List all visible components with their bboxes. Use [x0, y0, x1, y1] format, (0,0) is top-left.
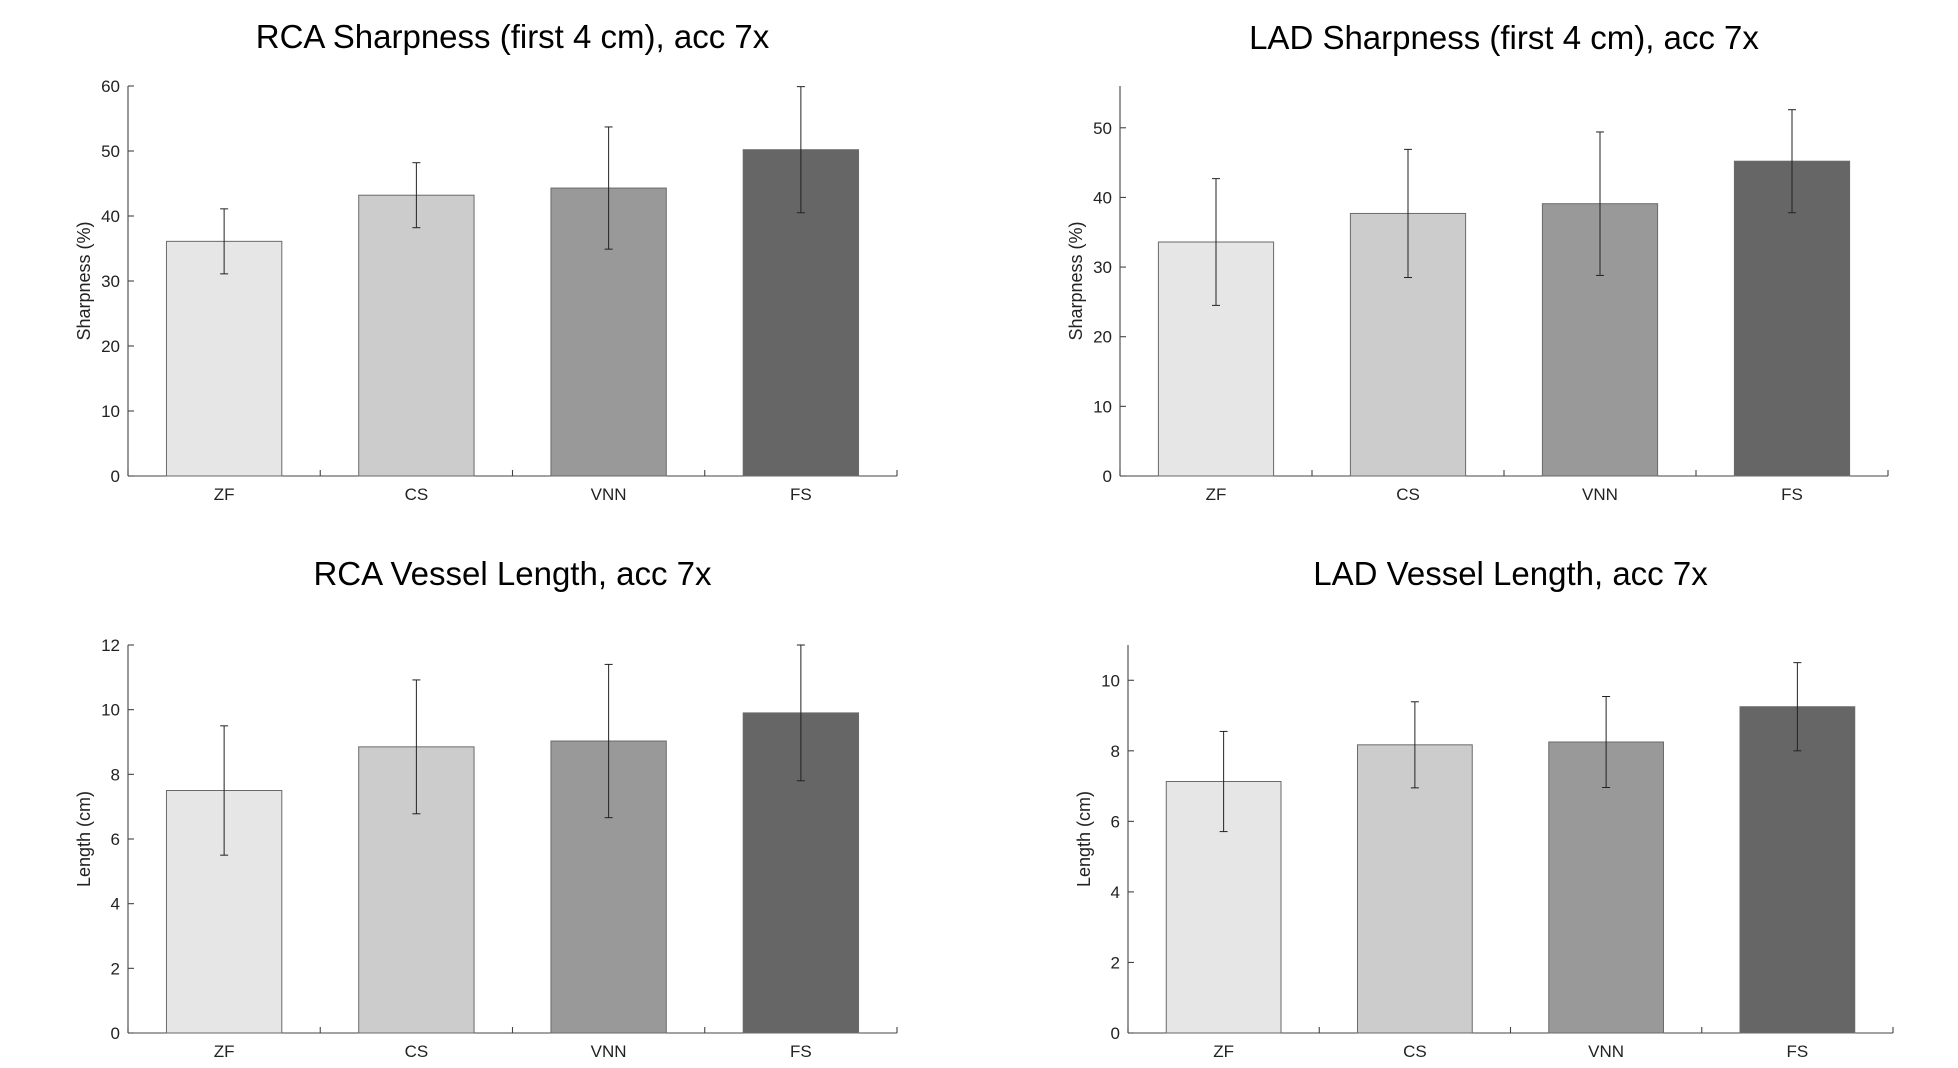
- chart-title: RCA Vessel Length, acc 7x: [313, 555, 712, 592]
- bar-fs: [1733, 160, 1851, 477]
- x-tick-label: ZF: [214, 1042, 235, 1061]
- bar-zf: [165, 240, 283, 477]
- x-tick-label: FS: [1787, 1042, 1809, 1061]
- y-tick-label: 0: [111, 467, 120, 486]
- y-tick-label: 6: [111, 830, 120, 849]
- y-tick-label: 10: [101, 701, 120, 720]
- y-axis-label: Length (cm): [74, 791, 94, 887]
- y-tick-label: 10: [1101, 671, 1120, 690]
- chart-panel-2: LAD Sharpness (first 4 cm), acc 7x Sharpn…: [1066, 19, 1889, 504]
- x-tick-label: VNN: [591, 1042, 627, 1061]
- chart-panel-1: RCA Sharpness (first 4 cm), acc 7x Sharpn…: [74, 18, 898, 504]
- chart-panel-4: LAD Vessel Length, acc 7x Length (cm) 0 2 4 6…: [1074, 555, 1894, 1061]
- y-tick-label: 8: [111, 765, 120, 784]
- x-tick-label: ZF: [1213, 1042, 1234, 1061]
- y-tick-label: 40: [1093, 188, 1112, 207]
- y-tick-label: 30: [1093, 258, 1112, 277]
- y-tick-label: 50: [1093, 119, 1112, 138]
- y-tick-label: 30: [101, 272, 120, 291]
- y-axis-label: Sharpness (%): [74, 221, 94, 340]
- y-axis-label: Length (cm): [1074, 791, 1094, 887]
- bar-vnn: [1548, 741, 1664, 1034]
- y-tick-label: 10: [101, 402, 120, 421]
- x-tick-label: FS: [1781, 485, 1803, 504]
- y-tick-label: 12: [101, 636, 120, 655]
- chart-panel-3: RCA Vessel Length, acc 7x Length (cm) 0 2 4 6…: [74, 555, 898, 1061]
- chart-title: LAD Vessel Length, acc 7x: [1313, 555, 1708, 592]
- x-tick-label: CS: [1396, 485, 1420, 504]
- x-tick-label: CS: [1403, 1042, 1427, 1061]
- x-tick-label: CS: [405, 1042, 429, 1061]
- y-tick-label: 40: [101, 207, 120, 226]
- x-tick-label: VNN: [1582, 485, 1618, 504]
- y-tick-label: 60: [101, 77, 120, 96]
- bar-cs: [1357, 744, 1473, 1034]
- y-tick-label: 8: [1111, 742, 1120, 761]
- y-tick-label: 0: [111, 1024, 120, 1043]
- y-tick-label: 4: [1111, 883, 1120, 902]
- y-tick-label: 20: [101, 337, 120, 356]
- y-tick-label: 2: [111, 959, 120, 978]
- x-tick-label: CS: [405, 485, 429, 504]
- y-tick-label: 10: [1093, 397, 1112, 416]
- chart-title: RCA Sharpness (first 4 cm), acc 7x: [256, 18, 770, 55]
- x-tick-label: FS: [790, 485, 812, 504]
- y-tick-label: 0: [1111, 1024, 1120, 1043]
- x-tick-label: ZF: [214, 485, 235, 504]
- y-tick-label: 0: [1103, 467, 1112, 486]
- x-tick-label: ZF: [1206, 485, 1227, 504]
- y-tick-label: 2: [1111, 953, 1120, 972]
- x-tick-label: VNN: [591, 485, 627, 504]
- y-tick-label: 6: [1111, 812, 1120, 831]
- bar-cs: [358, 194, 475, 477]
- y-tick-label: 50: [101, 142, 120, 161]
- y-axis-label: Sharpness (%): [1066, 221, 1086, 340]
- bar-fs: [1739, 706, 1856, 1034]
- chart-title: LAD Sharpness (first 4 cm), acc 7x: [1249, 19, 1759, 56]
- y-tick-label: 20: [1093, 328, 1112, 347]
- x-tick-label: FS: [790, 1042, 812, 1061]
- x-tick-label: VNN: [1588, 1042, 1624, 1061]
- y-tick-label: 4: [111, 895, 120, 914]
